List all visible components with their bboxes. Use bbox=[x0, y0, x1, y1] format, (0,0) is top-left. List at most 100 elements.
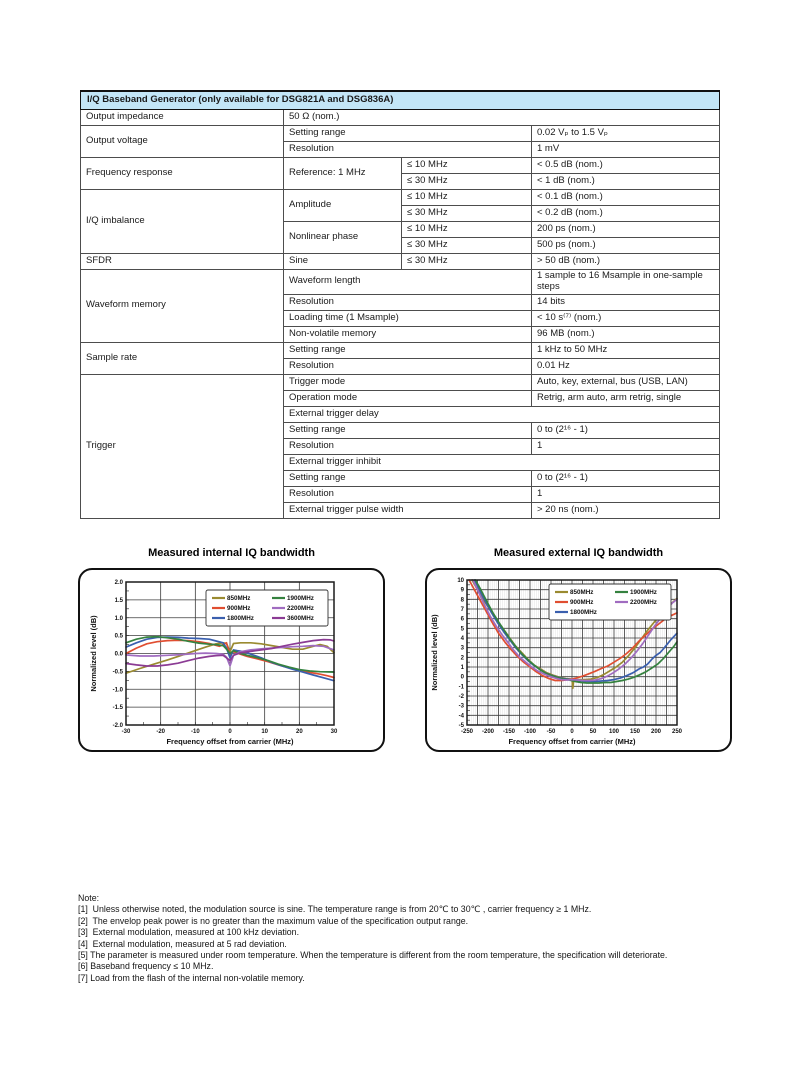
svg-text:0: 0 bbox=[570, 729, 574, 735]
external-iq-chart-box: -250 -200 -150 -100 -50 0 50 100 150 200 250 -5 -4 -3… bbox=[425, 568, 732, 752]
spec-cell: 1 mV bbox=[530, 141, 721, 158]
spec-cell: ≤ 30 MHz bbox=[401, 173, 532, 190]
spec-cell: < 0.1 dB (nom.) bbox=[530, 189, 721, 206]
spec-cell: Output impedance bbox=[80, 109, 284, 126]
table-header: I/Q Baseband Generator (only available f… bbox=[79, 90, 721, 110]
spec-cell: 14 bits bbox=[530, 293, 721, 311]
spec-row: I/Q imbalance Amplitude ≤ 10 MHz < 0.1 dB (… bbox=[80, 189, 721, 254]
spec-cell: Setting range bbox=[283, 341, 532, 359]
spec-row: Resolution 0.01 Hz bbox=[81, 357, 721, 375]
spec-cell: > 20 ns (nom.) bbox=[530, 501, 721, 519]
svg-text:-4: -4 bbox=[459, 713, 465, 719]
spec-row: External trigger pulse width > 20 ns (nom… bbox=[81, 501, 721, 519]
spec-cell: Resolution bbox=[283, 357, 532, 375]
spec-cell: 50 Ω (nom.) bbox=[282, 109, 721, 126]
svg-text:-200: -200 bbox=[482, 729, 495, 735]
svg-text:2200MHz: 2200MHz bbox=[630, 599, 657, 606]
spec-cell: < 10 s⁽⁷⁾ (nom.) bbox=[530, 309, 721, 327]
svg-text:850MHz: 850MHz bbox=[570, 589, 593, 596]
svg-text:-30: -30 bbox=[122, 729, 131, 735]
spec-cell: Resolution bbox=[283, 141, 532, 158]
spec-cell: 500 ps (nom.) bbox=[530, 237, 721, 254]
svg-text:9: 9 bbox=[461, 588, 465, 594]
svg-text:5: 5 bbox=[461, 626, 465, 632]
svg-text:150: 150 bbox=[630, 729, 641, 735]
spec-cell: Resolution bbox=[283, 437, 532, 455]
note-item: [6] Baseband frequency ≤ 10 MHz. bbox=[78, 961, 214, 972]
spec-row: Non-volatile memory 96 MB (nom.) bbox=[81, 325, 721, 343]
spec-row: Output voltage Setting range 0.02 Vₚ to 1.… bbox=[80, 125, 721, 158]
spec-cell: 0 to (2¹⁶ - 1) bbox=[530, 469, 721, 487]
spec-row: Setting range 0 to (2¹⁶ - 1) bbox=[81, 421, 721, 439]
spec-cell: ≤ 10 MHz bbox=[401, 189, 532, 206]
svg-text:900MHz: 900MHz bbox=[570, 599, 593, 606]
svg-text:30: 30 bbox=[331, 729, 338, 735]
spec-cell: Reference: 1 MHz bbox=[283, 157, 402, 190]
svg-text:10: 10 bbox=[457, 578, 464, 584]
note-item: [4] External modulation, measured at 5 r… bbox=[78, 938, 287, 949]
spec-cell: Loading time (1 Msample) bbox=[283, 309, 532, 327]
spec-cell: Non-volatile memory bbox=[283, 325, 532, 343]
spec-row: Output impedance 50 Ω (nom.) bbox=[80, 109, 721, 126]
svg-text:6: 6 bbox=[461, 617, 465, 623]
note-item: [3] External modulation, measured at 100… bbox=[78, 927, 300, 938]
svg-text:-2.0: -2.0 bbox=[113, 723, 124, 729]
spec-cell: I/Q imbalance bbox=[80, 189, 284, 254]
spec-cell: Sine bbox=[283, 253, 402, 270]
svg-text:20: 20 bbox=[296, 729, 303, 735]
spec-cell: Setting range bbox=[283, 469, 532, 487]
spec-cell: External trigger delay bbox=[282, 405, 721, 423]
spec-cell: 96 MB (nom.) bbox=[530, 325, 721, 343]
svg-text:Normalized level (dB): Normalized level (dB) bbox=[89, 615, 98, 692]
spec-row: Trigger Trigger mode Auto, key, external, … bbox=[80, 373, 721, 519]
iq-baseband-spec-table: I/Q Baseband Generator (only available f… bbox=[79, 90, 721, 519]
spec-cell: 0 to (2¹⁶ - 1) bbox=[530, 421, 721, 439]
spec-row: ≤ 30 MHz 500 ps (nom.) bbox=[81, 237, 721, 254]
spec-cell: Amplitude bbox=[283, 189, 402, 222]
spec-cell: 1 kHz to 50 MHz bbox=[530, 341, 721, 359]
svg-text:-100: -100 bbox=[524, 729, 537, 735]
spec-row: Operation mode Retrig, arm auto, arm retr… bbox=[81, 389, 721, 407]
notes-section: Note: [1] Unless otherwise noted, the mo… bbox=[78, 893, 724, 984]
svg-text:0.5: 0.5 bbox=[115, 634, 124, 640]
svg-text:-1.0: -1.0 bbox=[113, 687, 124, 693]
spec-cell: 1 bbox=[530, 485, 721, 503]
svg-text:-5: -5 bbox=[459, 723, 465, 729]
svg-text:0: 0 bbox=[228, 729, 232, 735]
svg-text:-3: -3 bbox=[459, 704, 465, 710]
spec-cell: ≤ 30 MHz bbox=[401, 253, 532, 270]
spec-cell: Resolution bbox=[283, 293, 532, 311]
spec-cell: Sample rate bbox=[80, 341, 284, 375]
svg-text:50: 50 bbox=[590, 729, 597, 735]
spec-cell: < 1 dB (nom.) bbox=[530, 173, 721, 190]
spec-cell: ≤ 30 MHz bbox=[401, 205, 532, 222]
spec-cell: ≤ 10 MHz bbox=[401, 221, 532, 238]
svg-text:3600MHz: 3600MHz bbox=[287, 615, 314, 622]
svg-text:0: 0 bbox=[461, 675, 465, 681]
spec-cell: Auto, key, external, bus (USB, LAN) bbox=[530, 373, 721, 391]
svg-text:900MHz: 900MHz bbox=[227, 605, 250, 612]
svg-text:2: 2 bbox=[461, 655, 465, 661]
spec-cell: 0.02 Vₚ to 1.5 Vₚ bbox=[530, 125, 721, 142]
svg-text:-1.5: -1.5 bbox=[113, 705, 124, 711]
spec-cell: > 50 dB (nom.) bbox=[530, 253, 721, 270]
spec-cell: ≤ 10 MHz bbox=[401, 157, 532, 174]
svg-text:-250: -250 bbox=[461, 729, 474, 735]
svg-text:-1: -1 bbox=[459, 684, 465, 690]
notes-title: Note: bbox=[78, 893, 100, 903]
spec-cell: Nonlinear phase bbox=[283, 221, 402, 254]
svg-text:1800MHz: 1800MHz bbox=[227, 615, 254, 622]
svg-text:200: 200 bbox=[651, 729, 662, 735]
svg-text:1900MHz: 1900MHz bbox=[287, 595, 314, 602]
svg-text:1.5: 1.5 bbox=[115, 598, 124, 604]
svg-text:Frequency offset from carrier: Frequency offset from carrier (MHz) bbox=[508, 737, 636, 746]
svg-text:-50: -50 bbox=[547, 729, 556, 735]
spec-cell: Retrig, arm auto, arm retrig, single bbox=[530, 389, 721, 407]
svg-text:850MHz: 850MHz bbox=[227, 595, 250, 602]
spec-cell: Waveform length bbox=[283, 269, 532, 295]
svg-text:-150: -150 bbox=[503, 729, 516, 735]
svg-text:250: 250 bbox=[672, 729, 683, 735]
external-iq-chart-title: Measured external IQ bandwidth bbox=[493, 547, 664, 559]
svg-text:2200MHz: 2200MHz bbox=[287, 605, 314, 612]
svg-text:4: 4 bbox=[461, 636, 465, 642]
